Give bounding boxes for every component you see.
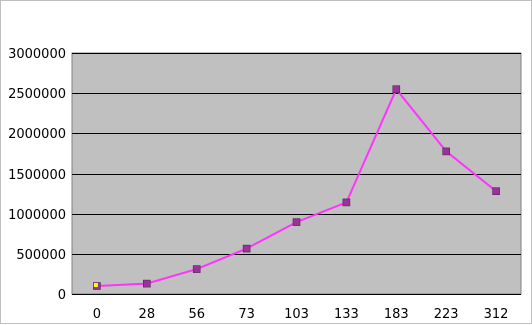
y-tick-label: 1000000 <box>8 208 66 223</box>
data-point-marker <box>392 85 401 93</box>
x-tick-label: 133 <box>334 307 359 322</box>
series-group <box>93 85 500 290</box>
y-tick-label: 500000 <box>16 248 66 263</box>
y-tick-label: 0 <box>58 288 66 303</box>
y-tick-label: 1500000 <box>8 168 66 183</box>
x-tick-label: 183 <box>384 307 409 322</box>
first-point-highlight <box>93 283 98 287</box>
x-tick-label: 73 <box>238 307 255 322</box>
y-tick-label: 2000000 <box>8 127 66 142</box>
x-tick-label: 28 <box>139 307 156 322</box>
gridlines <box>72 53 521 295</box>
data-point-marker <box>442 147 451 156</box>
data-point-marker <box>292 218 301 226</box>
x-tick-label: 223 <box>434 307 459 322</box>
y-tick-label: 3000000 <box>8 47 66 62</box>
y-tick-label: 2500000 <box>8 87 66 102</box>
data-point-marker <box>242 244 251 253</box>
x-axis-tick-labels: 0 28 56 73 103 133 183 223 312 <box>93 307 509 322</box>
y-axis-tick-labels: 0 500000 1000000 1500000 2000000 2500000 30000… <box>8 47 66 303</box>
data-point-marker <box>342 198 351 207</box>
data-point-marker <box>143 279 151 288</box>
x-tick-label: 312 <box>484 307 509 322</box>
x-tick-label: 56 <box>188 307 205 322</box>
data-point-marker <box>492 187 500 195</box>
data-point-marker <box>192 265 201 273</box>
x-tick-label: 0 <box>93 307 101 322</box>
x-tick-label: 103 <box>284 307 309 322</box>
plot-area <box>71 52 522 295</box>
